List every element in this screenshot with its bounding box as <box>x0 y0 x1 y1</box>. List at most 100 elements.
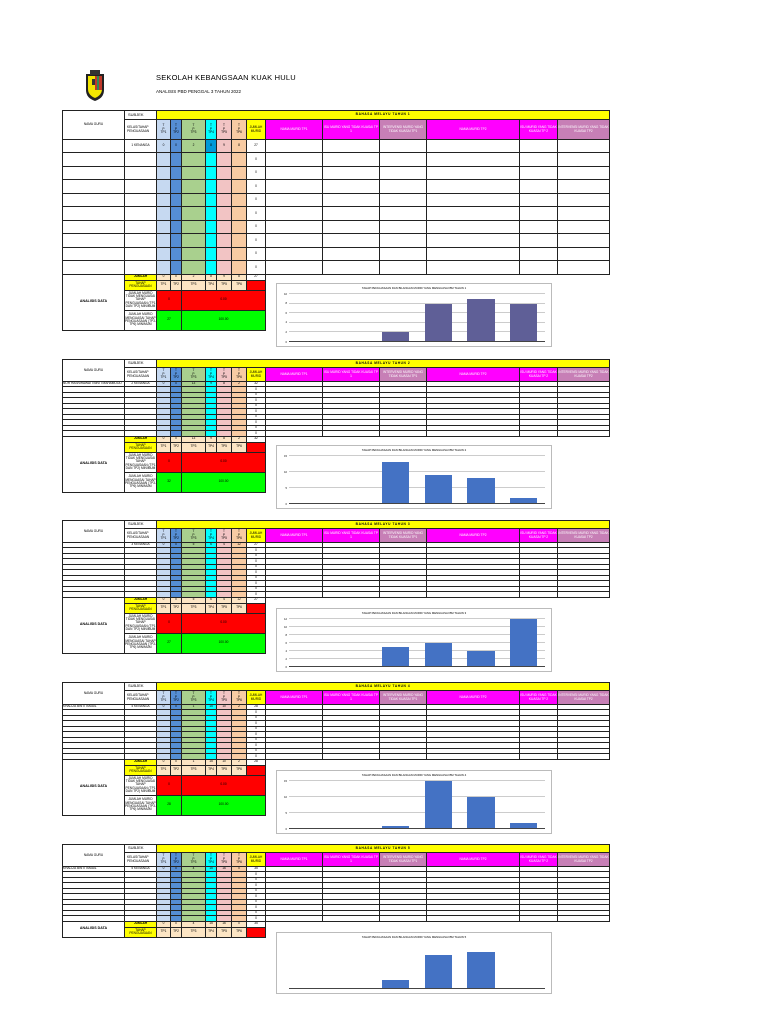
student-note-cell[interactable] <box>557 424 610 431</box>
student-note-cell[interactable] <box>557 591 610 598</box>
tp6-count-cell[interactable] <box>231 165 247 180</box>
student-note-cell[interactable] <box>557 165 610 180</box>
student-note-cell[interactable] <box>519 152 558 167</box>
tp5-count-cell[interactable] <box>216 165 232 180</box>
tp4-count-cell[interactable] <box>205 233 217 248</box>
tp6-count-cell[interactable] <box>231 206 247 221</box>
student-note-cell[interactable] <box>322 260 380 275</box>
tp4-count-cell[interactable] <box>205 152 217 167</box>
student-note-cell[interactable] <box>379 260 427 275</box>
guru-name-cell[interactable] <box>62 233 125 248</box>
student-note-cell[interactable] <box>379 179 427 194</box>
tp2-count-cell[interactable] <box>170 246 182 261</box>
student-note-cell[interactable] <box>426 246 520 261</box>
student-note-cell[interactable] <box>379 219 427 234</box>
tp1-count-cell[interactable] <box>156 206 171 221</box>
guru-name-cell[interactable] <box>62 179 125 194</box>
student-note-cell[interactable] <box>557 219 610 234</box>
student-note-cell[interactable] <box>265 179 323 194</box>
tp6-count-cell[interactable] <box>231 246 247 261</box>
kelas-cell[interactable] <box>124 219 157 234</box>
kelas-cell[interactable] <box>124 233 157 248</box>
tp3-count-cell[interactable] <box>181 233 206 248</box>
student-note-cell[interactable] <box>557 386 610 393</box>
student-note-cell[interactable] <box>519 260 558 275</box>
student-note-cell[interactable] <box>557 397 610 404</box>
tp3-count-cell[interactable] <box>181 219 206 234</box>
tp4-count-cell[interactable] <box>205 246 217 261</box>
guru-name-cell[interactable] <box>62 192 125 207</box>
student-note-cell[interactable] <box>322 165 380 180</box>
tp5-count-cell[interactable] <box>216 192 232 207</box>
tp3-count-cell[interactable] <box>181 260 206 275</box>
student-note-cell[interactable] <box>557 915 610 922</box>
tp6-count-cell[interactable] <box>231 260 247 275</box>
tp5-count-cell[interactable] <box>216 246 232 261</box>
student-note-cell[interactable] <box>265 192 323 207</box>
student-note-cell[interactable] <box>557 192 610 207</box>
kelas-cell[interactable] <box>124 165 157 180</box>
tp1-count-cell[interactable] <box>156 233 171 248</box>
student-note-cell[interactable] <box>557 866 610 872</box>
guru-name-cell[interactable] <box>62 152 125 167</box>
tp2-count-cell[interactable] <box>170 219 182 234</box>
student-note-cell[interactable] <box>557 246 610 261</box>
tp6-count-cell[interactable] <box>231 179 247 194</box>
tp1-count-cell[interactable] <box>156 260 171 275</box>
tp4-count-cell[interactable] <box>205 192 217 207</box>
student-note-cell[interactable] <box>265 206 323 221</box>
student-note-cell[interactable] <box>379 152 427 167</box>
student-note-cell[interactable] <box>557 179 610 194</box>
student-note-cell[interactable] <box>322 219 380 234</box>
student-note-cell[interactable] <box>557 260 610 275</box>
student-note-cell[interactable] <box>519 165 558 180</box>
student-note-cell[interactable] <box>265 165 323 180</box>
tp1-count-cell[interactable] <box>156 179 171 194</box>
guru-name-cell[interactable] <box>62 246 125 261</box>
tp3-count-cell[interactable] <box>181 206 206 221</box>
student-note-cell[interactable] <box>519 192 558 207</box>
tp5-count-cell[interactable] <box>216 206 232 221</box>
tp2-count-cell[interactable] <box>170 233 182 248</box>
guru-name-cell[interactable] <box>62 206 125 221</box>
tp2-count-cell[interactable] <box>170 152 182 167</box>
tp4-count-cell[interactable] <box>205 165 217 180</box>
tp3-count-cell[interactable] <box>181 165 206 180</box>
student-note-cell[interactable] <box>557 402 610 409</box>
student-note-cell[interactable] <box>322 139 380 153</box>
student-note-cell[interactable] <box>557 419 610 426</box>
tp6-count-cell[interactable] <box>231 152 247 167</box>
tp2-count-cell[interactable] <box>170 165 182 180</box>
student-note-cell[interactable] <box>426 233 520 248</box>
student-note-cell[interactable] <box>557 430 610 437</box>
kelas-cell[interactable] <box>124 192 157 207</box>
tp2-count-cell[interactable] <box>170 260 182 275</box>
student-note-cell[interactable] <box>519 139 558 153</box>
tp3-count-cell[interactable] <box>181 152 206 167</box>
student-note-cell[interactable] <box>426 206 520 221</box>
tp5-count-cell[interactable] <box>216 260 232 275</box>
student-note-cell[interactable] <box>557 381 610 387</box>
tp2-count-cell[interactable] <box>170 192 182 207</box>
student-note-cell[interactable] <box>557 704 610 710</box>
tp4-count-cell[interactable] <box>205 260 217 275</box>
tp1-count-cell[interactable] <box>156 192 171 207</box>
student-note-cell[interactable] <box>322 206 380 221</box>
guru-name-cell[interactable] <box>62 260 125 275</box>
student-note-cell[interactable] <box>426 152 520 167</box>
tp5-count-cell[interactable] <box>216 152 232 167</box>
student-note-cell[interactable] <box>557 206 610 221</box>
guru-name-cell[interactable] <box>62 219 125 234</box>
student-note-cell[interactable] <box>557 753 610 760</box>
student-note-cell[interactable] <box>265 139 323 153</box>
kelas-cell[interactable] <box>124 152 157 167</box>
student-note-cell[interactable] <box>322 192 380 207</box>
student-note-cell[interactable] <box>519 219 558 234</box>
student-note-cell[interactable] <box>322 246 380 261</box>
student-note-cell[interactable] <box>426 260 520 275</box>
student-note-cell[interactable] <box>379 206 427 221</box>
tp3-count-cell[interactable] <box>181 246 206 261</box>
student-note-cell[interactable] <box>557 391 610 398</box>
tp1-count-cell[interactable] <box>156 165 171 180</box>
student-note-cell[interactable] <box>379 246 427 261</box>
